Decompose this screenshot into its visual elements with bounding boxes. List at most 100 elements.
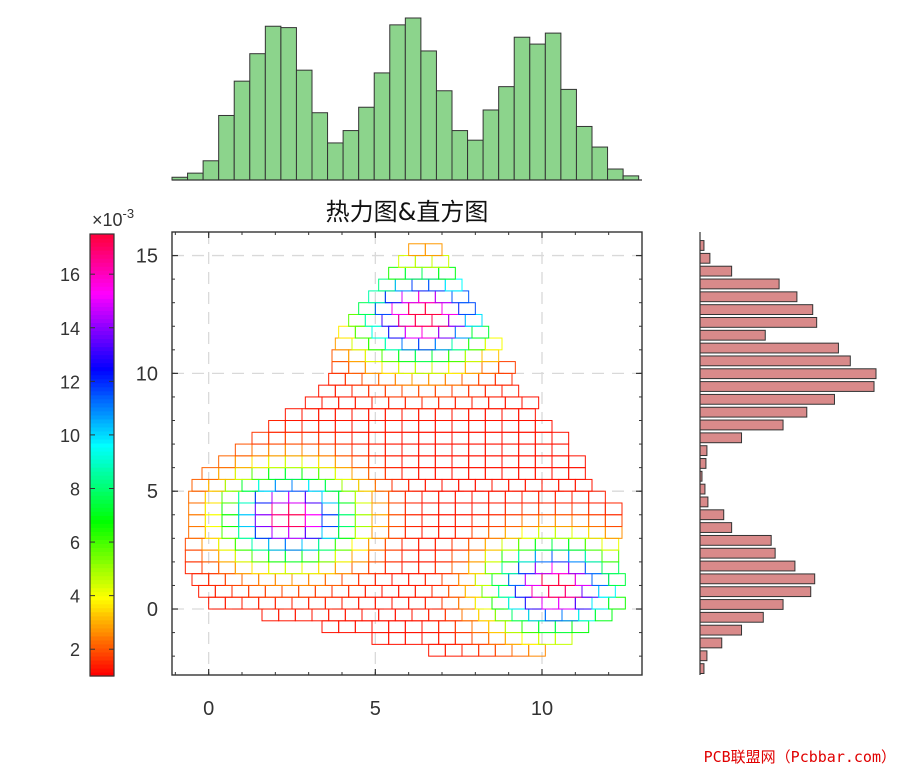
colorbar-segment	[90, 659, 114, 665]
colorbar-segment	[90, 386, 114, 392]
top-histogram-bar	[202, 160, 220, 181]
heatmap-cells	[184, 243, 626, 657]
colorbar-segment	[90, 430, 114, 436]
top-histogram-bar	[342, 130, 360, 181]
right-histogram	[699, 232, 877, 675]
colorbar-segment	[90, 270, 114, 275]
colorbar-segment	[90, 266, 114, 271]
top-histogram-bar	[591, 146, 609, 181]
colorbar-segment	[90, 655, 114, 661]
top-histogram-bar	[311, 112, 329, 181]
colorbar-segment	[90, 274, 114, 279]
top-histogram-bar	[264, 25, 282, 181]
colorbar-segment	[90, 262, 114, 267]
colorbar-segment	[90, 366, 114, 372]
colorbar-segment	[90, 455, 114, 460]
y-tick-label: 5	[147, 481, 158, 503]
colorbar-segment	[90, 442, 114, 448]
colorbar-segment	[90, 358, 114, 364]
top-histogram-bar	[498, 86, 515, 181]
colorbar-segment	[90, 246, 114, 251]
colorbar-exponent-label: ×10-3	[92, 206, 134, 230]
colorbar-segment	[90, 535, 114, 540]
right-histogram-bar	[699, 650, 708, 662]
right-histogram-bar	[699, 599, 784, 610]
colorbar-segment	[90, 290, 114, 295]
x-tick-label: 5	[370, 698, 381, 720]
colorbar-segment	[90, 491, 114, 496]
colorbar-segment	[90, 330, 114, 336]
heatmap-cell	[484, 337, 503, 351]
colorbar-tick-label: 4	[70, 587, 80, 607]
colorbar-segment	[90, 667, 114, 673]
colorbar-segment	[90, 531, 114, 536]
right-histogram-bars	[699, 240, 877, 675]
colorbar-segment	[90, 619, 114, 625]
colorbar-segment	[90, 374, 114, 380]
colorbar-segment	[90, 350, 114, 356]
heatmap-cell	[534, 420, 553, 433]
right-histogram-bar	[699, 252, 711, 264]
top-histogram-bar	[280, 27, 297, 181]
colorbar-segment	[90, 499, 114, 504]
top-histogram-bar	[404, 17, 422, 181]
right-histogram-bar	[699, 496, 709, 508]
colorbar-segment	[90, 382, 114, 388]
right-histogram-bar	[699, 406, 808, 418]
right-histogram-bar	[699, 611, 764, 623]
colorbar-segment	[90, 370, 114, 376]
colorbar-segment	[90, 539, 114, 544]
colorbar-segment	[90, 511, 114, 516]
right-histogram-bar	[699, 624, 743, 636]
colorbar-segment	[90, 571, 114, 577]
colorbar-segment	[90, 611, 114, 617]
colorbar-segment	[90, 519, 114, 524]
colorbar-segment	[90, 631, 114, 637]
colorbar-segment	[90, 503, 114, 508]
colorbar-segment	[90, 463, 114, 468]
colorbar-segment	[90, 643, 114, 649]
colorbar-segment	[90, 599, 114, 605]
right-histogram-bar	[699, 534, 772, 546]
colorbar-segment	[90, 635, 114, 641]
colorbar-segment	[90, 523, 114, 528]
colorbar-segment	[90, 450, 114, 456]
top-histogram-bar	[482, 109, 500, 181]
top-histogram-bar	[451, 130, 469, 181]
right-histogram-bar	[699, 368, 877, 380]
colorbar-ticks: 2 4 6 8 10 12 14 16	[60, 265, 114, 660]
right-histogram-bar	[699, 586, 812, 598]
right-histogram-bar	[699, 278, 780, 290]
colorbar-segment	[90, 342, 114, 348]
right-histogram-bar	[699, 522, 733, 533]
right-histogram-bar	[699, 432, 743, 444]
colorbar-segment	[90, 615, 114, 621]
watermark: PCB联盟网（Pcbbar.com）	[704, 748, 896, 766]
right-histogram-bar	[699, 637, 723, 649]
colorbar-segment	[90, 495, 114, 500]
top-histogram-bar	[187, 172, 204, 181]
right-histogram-bar	[699, 547, 776, 559]
colorbar-segment	[90, 515, 114, 520]
colorbar-segment	[90, 398, 114, 404]
top-histogram-bar	[435, 90, 453, 181]
colorbar-segment	[90, 354, 114, 360]
right-histogram-bar	[699, 291, 798, 303]
colorbar-segment	[90, 418, 114, 424]
colorbar-segment	[90, 394, 114, 400]
colorbar-segment	[90, 346, 114, 352]
colorbar-segment	[90, 302, 114, 307]
colorbar-segment	[90, 671, 114, 677]
heatmap-cell	[568, 455, 586, 469]
top-histogram-bar	[218, 114, 235, 181]
colorbar-segment	[90, 390, 114, 396]
top-histogram-bar	[249, 53, 266, 181]
colorbar-segment	[90, 507, 114, 512]
colorbar-segment	[90, 563, 114, 569]
colorbar-tick-label: 10	[60, 426, 80, 446]
colorbar-gradient	[90, 234, 114, 677]
colorbar-segment	[90, 639, 114, 645]
right-histogram-bar	[699, 483, 706, 495]
top-histogram-bars	[171, 17, 640, 181]
